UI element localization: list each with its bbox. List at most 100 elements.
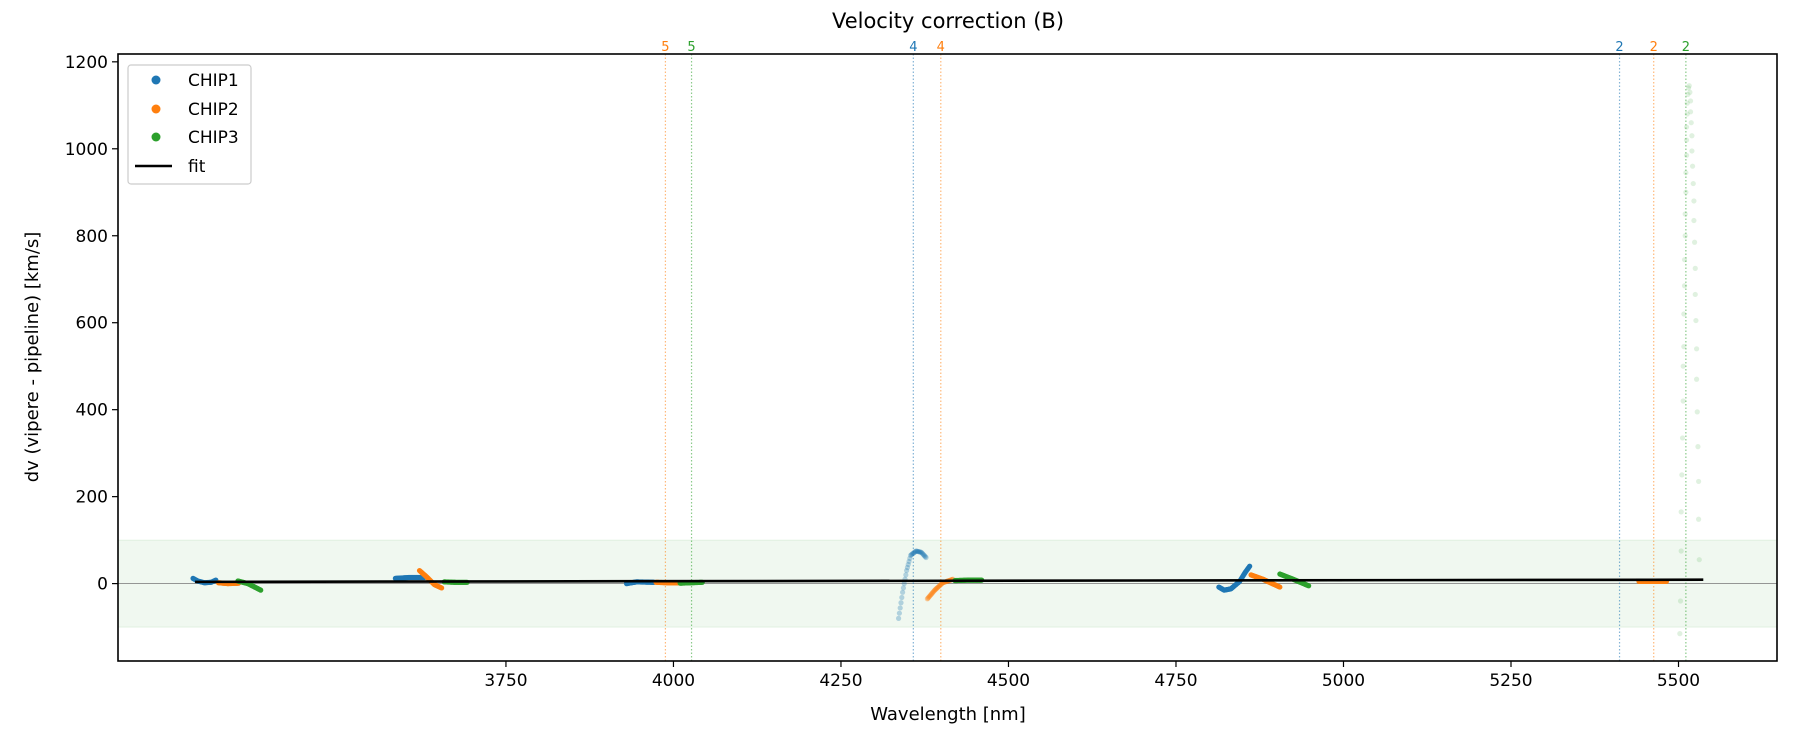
data-point [898, 600, 904, 606]
outlier-point [1685, 85, 1692, 91]
data-point [908, 552, 915, 558]
outlier-point [1687, 109, 1694, 115]
data-point [922, 554, 928, 560]
data-point [928, 592, 934, 598]
outlier-point [1682, 211, 1688, 217]
data-point [904, 564, 911, 571]
data-point [921, 553, 928, 559]
data-point [937, 582, 943, 588]
data-point [932, 587, 938, 593]
legend-marker-chip1 [151, 75, 161, 85]
data-point [1247, 563, 1253, 569]
data-point [909, 551, 915, 557]
outlier-point [1687, 89, 1693, 95]
data-point [903, 572, 909, 578]
data-point [930, 589, 936, 595]
data-point [911, 550, 917, 556]
outlier-point [1689, 163, 1696, 169]
outlier-point [1694, 409, 1700, 415]
outlier-point [1684, 111, 1690, 117]
chart-title: Velocity correction (B) [832, 9, 1064, 33]
outlier-point [1689, 133, 1695, 139]
outlier-point [1690, 180, 1696, 187]
data-point [913, 548, 919, 554]
y-tick-label: 600 [76, 314, 108, 334]
outlier-point [1680, 363, 1686, 369]
data-point [917, 549, 923, 555]
data-point [923, 554, 929, 561]
order-line-label: 2 [1650, 40, 1658, 55]
outlier-point [1681, 257, 1688, 263]
data-point [920, 551, 926, 557]
outlier-point [1689, 148, 1695, 154]
data-point [918, 549, 924, 555]
data-point [939, 580, 945, 587]
tolerance-band [118, 539, 1777, 628]
outlier-point [1678, 548, 1684, 554]
y-tick-label: 800 [76, 227, 108, 247]
outlier-point [1679, 472, 1685, 478]
outlier-point [1687, 98, 1694, 104]
x-tick-label: 3750 [484, 671, 527, 691]
data-point [914, 548, 921, 554]
x-tick-label: 4500 [987, 671, 1030, 691]
outlier-point [1691, 198, 1697, 204]
legend-marker-chip3 [151, 132, 161, 142]
data-point [919, 550, 925, 556]
outlier-point [1684, 100, 1690, 106]
data-point [912, 549, 918, 555]
outlier-point [1692, 265, 1698, 271]
data-point [439, 585, 445, 591]
y-axis-label: dv (vipere - pipeline) [km/s] [22, 232, 43, 483]
data-point [931, 588, 937, 594]
data-point [925, 595, 931, 601]
data-point [904, 567, 910, 574]
x-tick-label: 4750 [1154, 671, 1197, 691]
order-line-label: 4 [909, 40, 917, 55]
fit-line [195, 578, 1704, 584]
outlier-point [1686, 83, 1692, 89]
data-point [914, 548, 920, 554]
x-axis-label: Wavelength [nm] [870, 704, 1026, 725]
data-point [906, 558, 912, 565]
outlier-point [1678, 509, 1684, 515]
outlier-point [1683, 189, 1689, 195]
y-axis: 0 200 400 600 800 1000 1200 [65, 53, 118, 595]
legend-box [127, 64, 252, 185]
outlier-point [1696, 478, 1702, 485]
outlier-point [1679, 435, 1686, 441]
outlier-point [1683, 137, 1690, 143]
outlier-point [1693, 317, 1699, 324]
outlier-point [1681, 283, 1688, 289]
outlier-point [1680, 398, 1686, 404]
outlier-point [1677, 598, 1684, 604]
data-point [899, 594, 905, 601]
data-point [901, 581, 907, 587]
order-line-label: 4 [937, 40, 945, 55]
outlier-point [1677, 631, 1683, 637]
legend-marker-chip2 [151, 104, 161, 114]
data-point [933, 586, 939, 592]
data-point [895, 615, 902, 621]
data-point [900, 585, 907, 591]
outlier-point [1683, 170, 1689, 176]
data-point [938, 581, 944, 587]
data-point [916, 549, 922, 555]
fit-line-path [195, 578, 1704, 584]
data-point [918, 549, 924, 555]
data-point [908, 552, 914, 558]
data-point [911, 549, 918, 555]
x-tick-label: 5500 [1657, 671, 1700, 691]
legend-label-chip1: CHIP1 [188, 71, 239, 91]
outlier-point [1693, 376, 1700, 382]
outlier-point [1696, 557, 1702, 563]
y-tick-label: 200 [76, 488, 108, 508]
outlier-point [1681, 311, 1687, 317]
outlier-point [1695, 444, 1701, 450]
outlier-point [1683, 152, 1690, 158]
data-point [932, 586, 939, 592]
order-line-label: 5 [661, 40, 669, 55]
outlier-point [1685, 91, 1691, 98]
data-point [910, 550, 916, 557]
